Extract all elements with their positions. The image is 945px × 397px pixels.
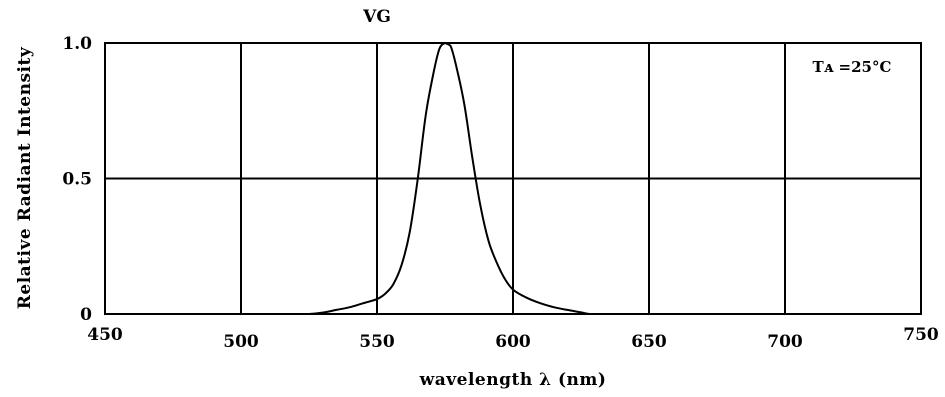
- x-tick-label: 650: [631, 332, 667, 352]
- temperature-annotation: Tᴀ =25°C: [813, 58, 892, 76]
- y-tick-labels: 0 0.5 1.0: [62, 34, 92, 325]
- series-line-vg: [308, 41, 590, 315]
- x-tick-label: 550: [359, 332, 395, 352]
- x-tick-label: 750: [903, 325, 939, 345]
- grid-layer: [105, 43, 921, 314]
- y-tick-label: 0.5: [62, 170, 92, 190]
- x-tick-label: 700: [767, 332, 803, 352]
- x-tick-labels: 450 500 550 600 650 700 750: [87, 325, 939, 352]
- y-axis-title: Relative Radiant Intensity: [15, 46, 35, 309]
- x-tick-label: 500: [223, 332, 259, 352]
- chart-title: VG: [362, 7, 391, 27]
- x-tick-label: 450: [87, 325, 123, 345]
- y-tick-label: 1.0: [62, 34, 92, 54]
- x-axis-title: wavelength λ (nm): [419, 370, 607, 390]
- y-tick-label: 0: [80, 305, 92, 325]
- plot-frame: [104, 42, 922, 315]
- x-tick-label: 600: [495, 332, 531, 352]
